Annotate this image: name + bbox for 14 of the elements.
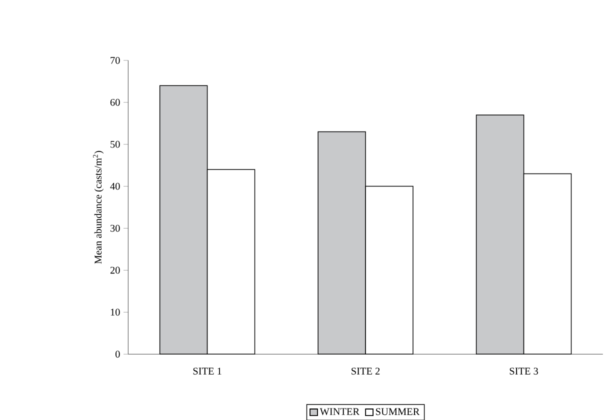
x-tick-label: SITE 3 — [510, 368, 538, 374]
y-tick-label: 60 — [110, 98, 120, 106]
legend-label: WINTER — [320, 408, 360, 415]
y-tick-label: 30 — [110, 224, 120, 232]
y-tick-label: 20 — [110, 266, 120, 274]
y-tick-label: 10 — [110, 308, 120, 316]
legend-label: SUMMER — [376, 408, 420, 415]
y-tick-label: 50 — [110, 140, 120, 148]
y-tick-label: 70 — [110, 56, 120, 64]
y-axis-title: Mean abundance (casts/m$^{2}$) — [93, 150, 104, 264]
x-tick-label: SITE 1 — [193, 368, 222, 374]
x-tick-label: SITE 2 — [352, 368, 380, 374]
y-tick-label: 0 — [116, 350, 120, 358]
y-tick-label: 40 — [110, 182, 120, 190]
